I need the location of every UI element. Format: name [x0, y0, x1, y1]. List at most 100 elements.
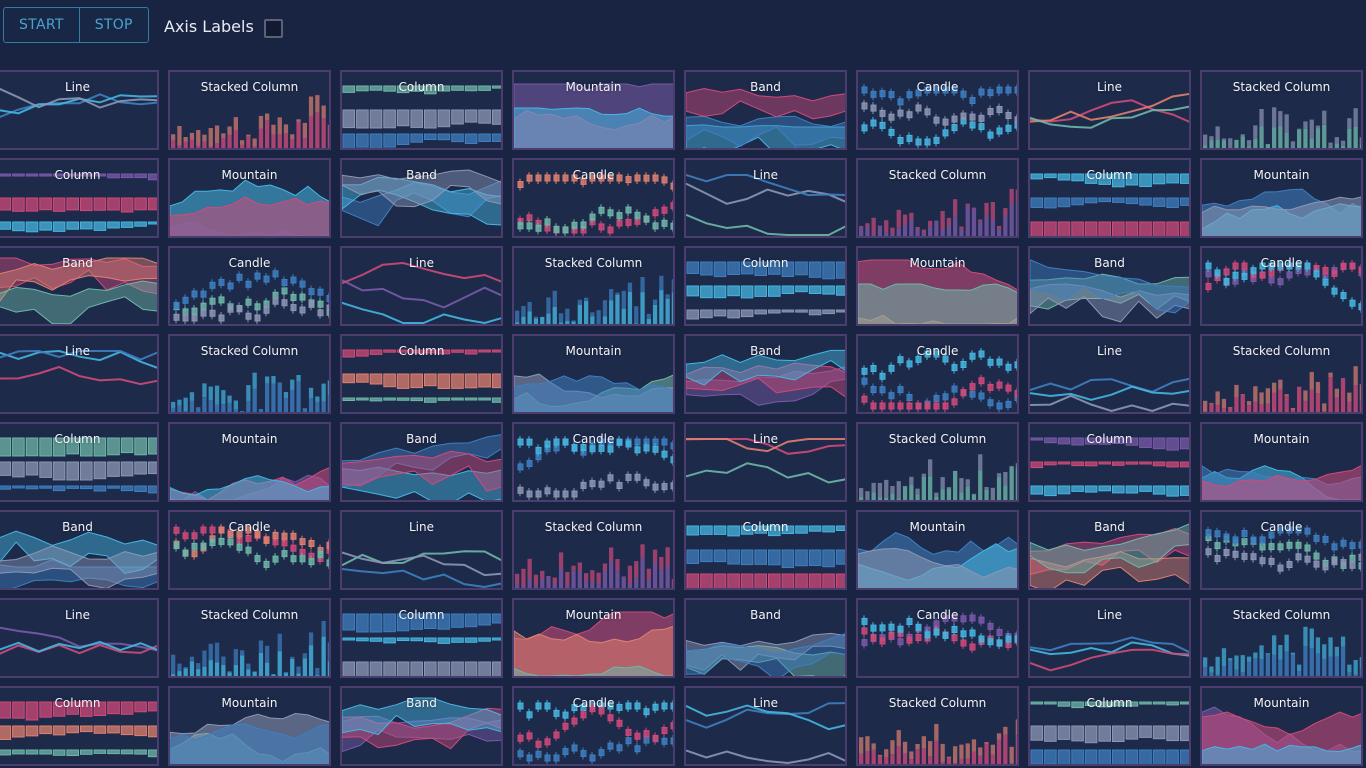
- chart-tile[interactable]: Line: [684, 686, 847, 766]
- chart-tile[interactable]: Candle: [856, 334, 1019, 414]
- column-bar: [1084, 173, 1098, 184]
- chart-tile[interactable]: Candle: [856, 598, 1019, 678]
- chart-tile[interactable]: Line: [1028, 334, 1191, 414]
- column-bar: [795, 309, 808, 313]
- chart-tile[interactable]: Stacked Column: [168, 598, 331, 678]
- chart-tile[interactable]: Column: [340, 334, 503, 414]
- chart-tile[interactable]: Column: [684, 510, 847, 590]
- column-bar: [1125, 725, 1139, 740]
- candle-body: [1232, 536, 1239, 544]
- column-bar: [12, 221, 25, 232]
- chart-tile[interactable]: Candle: [512, 158, 675, 238]
- chart-tile[interactable]: Band: [1028, 510, 1191, 590]
- chart-tile[interactable]: Line: [684, 158, 847, 238]
- stacked-column-bar: [177, 405, 182, 412]
- chart-tile[interactable]: Stacked Column: [1200, 598, 1363, 678]
- chart-canvas: [342, 697, 501, 753]
- chart-tile[interactable]: Candle: [168, 510, 331, 590]
- chart-tile[interactable]: Stacked Column: [856, 686, 1019, 766]
- chart-tile[interactable]: Column: [340, 70, 503, 150]
- chart-tile[interactable]: Column: [0, 422, 159, 502]
- chart-tile[interactable]: Candle: [856, 70, 1019, 150]
- chart-tile[interactable]: Stacked Column: [1200, 334, 1363, 414]
- chart-tile[interactable]: Line: [0, 598, 159, 678]
- column-bar: [754, 285, 768, 297]
- column-bar: [437, 349, 451, 355]
- chart-tile[interactable]: Candle: [512, 422, 675, 502]
- column-bar: [700, 261, 713, 276]
- start-button[interactable]: START: [4, 8, 79, 42]
- stacked-column-bar: [940, 743, 945, 762]
- chart-tile[interactable]: Line: [340, 246, 503, 326]
- column-bar: [1139, 749, 1152, 764]
- chart-tile[interactable]: Stacked Column: [856, 422, 1019, 502]
- chart-tile[interactable]: Line: [1028, 598, 1191, 678]
- chart-tile[interactable]: Column: [340, 598, 503, 678]
- chart-tile[interactable]: Column: [1028, 422, 1191, 502]
- chart-tile[interactable]: Line: [1028, 70, 1191, 150]
- chart-tile[interactable]: Mountain: [512, 598, 675, 678]
- chart-tile[interactable]: Candle: [1200, 510, 1363, 590]
- chart-tile[interactable]: Stacked Column: [1200, 70, 1363, 150]
- candle-body: [562, 711, 569, 719]
- stacked-column-bar: [1322, 644, 1327, 659]
- column-bar: [396, 397, 410, 401]
- chart-tile[interactable]: Column: [0, 158, 159, 238]
- column-bar: [369, 661, 383, 676]
- chart-tile[interactable]: Mountain: [168, 686, 331, 766]
- candle-body: [526, 460, 533, 467]
- chart-tile[interactable]: Band: [684, 334, 847, 414]
- candle-body: [236, 305, 243, 312]
- chart-tile[interactable]: Column: [684, 246, 847, 326]
- candle-body: [643, 708, 650, 716]
- stacked-column-bar: [558, 322, 564, 324]
- chart-tile[interactable]: Line: [0, 70, 159, 150]
- chart-tile[interactable]: Column: [0, 686, 159, 766]
- chart-tile[interactable]: Mountain: [1200, 422, 1363, 502]
- stacked-column-bar: [627, 291, 633, 324]
- chart-tile[interactable]: Candle: [512, 686, 675, 766]
- chart-tile[interactable]: Band: [0, 246, 159, 326]
- chart-tile[interactable]: Band: [340, 686, 503, 766]
- chart-tile[interactable]: Mountain: [168, 422, 331, 502]
- chart-tile[interactable]: Mountain: [856, 246, 1019, 326]
- chart-tile[interactable]: Stacked Column: [168, 70, 331, 150]
- column-bar: [1112, 437, 1125, 444]
- chart-tile[interactable]: Mountain: [1200, 158, 1363, 238]
- column-bar: [107, 437, 120, 456]
- chart-tile[interactable]: Mountain: [856, 510, 1019, 590]
- chart-tile[interactable]: Mountain: [512, 70, 675, 150]
- candle-body: [191, 314, 198, 322]
- chart-tile[interactable]: Band: [0, 510, 159, 590]
- chart-tile[interactable]: Mountain: [168, 158, 331, 238]
- stacked-column-bar: [959, 744, 964, 759]
- chart-tile[interactable]: Band: [684, 70, 847, 150]
- candle-body: [933, 136, 940, 144]
- chart-tile[interactable]: Mountain: [512, 334, 675, 414]
- chart-tile[interactable]: Stacked Column: [856, 158, 1019, 238]
- stacked-column-bar: [865, 223, 870, 227]
- chart-tile[interactable]: Candle: [168, 246, 331, 326]
- chart-tile[interactable]: Stacked Column: [512, 246, 675, 326]
- chart-tile[interactable]: Column: [1028, 686, 1191, 766]
- chart-tile[interactable]: Mountain: [1200, 686, 1363, 766]
- chart-tile[interactable]: Candle: [1200, 246, 1363, 326]
- chart-tile[interactable]: Line: [340, 510, 503, 590]
- chart-tile[interactable]: Band: [684, 598, 847, 678]
- stacked-column-bar: [1215, 656, 1220, 675]
- line-series: [0, 640, 157, 653]
- chart-tile[interactable]: Stacked Column: [512, 510, 675, 590]
- stop-button[interactable]: STOP: [78, 8, 148, 42]
- column-bar: [1139, 701, 1152, 705]
- chart-tile[interactable]: Line: [0, 334, 159, 414]
- chart-tile[interactable]: Line: [684, 422, 847, 502]
- chart-tile[interactable]: Band: [1028, 246, 1191, 326]
- chart-tile[interactable]: Band: [340, 422, 503, 502]
- candle-body: [616, 438, 623, 446]
- chart-tile[interactable]: Column: [1028, 158, 1191, 238]
- stacked-column-bar: [1328, 372, 1333, 377]
- chart-tile[interactable]: Band: [340, 158, 503, 238]
- axis-labels-checkbox[interactable]: [264, 19, 283, 38]
- chart-tile[interactable]: Stacked Column: [168, 334, 331, 414]
- chart-canvas: [1203, 626, 1361, 676]
